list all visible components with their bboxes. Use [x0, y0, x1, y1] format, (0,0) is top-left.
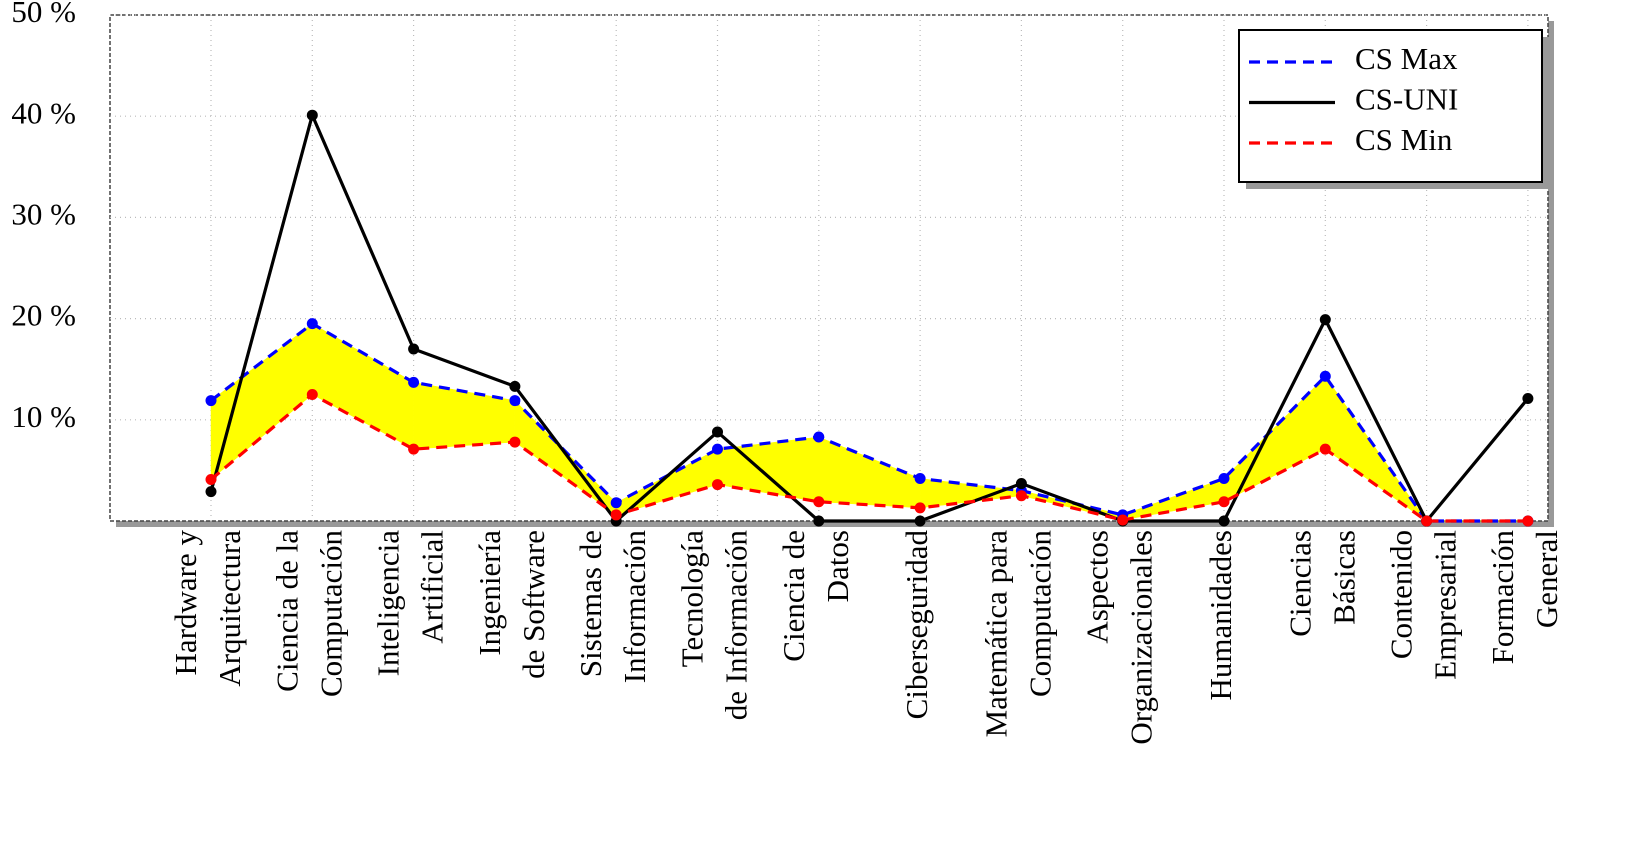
point [712, 443, 723, 455]
point [509, 380, 521, 392]
y-tick-label: 40 % [11, 95, 76, 130]
point [306, 318, 318, 330]
point [813, 431, 825, 443]
x-tick-label: Aspectos Organizacionales [1080, 530, 1159, 745]
x-tick-label: Ciencia de Datos [776, 530, 855, 662]
point [205, 474, 217, 486]
point [1319, 370, 1331, 382]
point [610, 509, 622, 521]
point [1117, 514, 1129, 526]
point [306, 109, 318, 121]
point [408, 376, 420, 388]
x-tick-label: Sistemas de Información [573, 530, 652, 684]
x-tick-label: Ciberseguridad [899, 530, 934, 720]
point [1218, 472, 1230, 484]
point [1218, 496, 1230, 508]
point [610, 497, 622, 509]
legend-label: CS-UNI [1355, 82, 1458, 117]
point [509, 436, 521, 448]
x-tick-label: Ingeniería de Software [472, 530, 551, 679]
x-tick-label: Humanidades [1203, 530, 1238, 700]
point [306, 389, 318, 400]
x-tick-label: Ciencias Básicas [1282, 530, 1361, 637]
x-tick-label: Contenido Empresarial [1384, 530, 1463, 680]
series-line [210, 321, 1528, 523]
y-tick-label: 10 % [11, 399, 76, 434]
point [914, 502, 926, 514]
point [408, 343, 420, 355]
point [1319, 443, 1331, 455]
point [1218, 515, 1230, 527]
x-tick-label: Hardware y Arquitectura [168, 530, 247, 687]
y-tick-label: 50 % [11, 0, 76, 29]
point [1421, 515, 1433, 527]
point [205, 395, 217, 407]
point [1015, 478, 1027, 490]
point [1522, 393, 1534, 405]
x-tick-label: Inteligencia Artificial [371, 530, 450, 677]
x-tick-label: Tecnología de Información [675, 530, 754, 721]
point [509, 395, 521, 407]
x-tick-label: Formación General [1485, 530, 1564, 665]
point [914, 515, 926, 527]
point [813, 515, 825, 527]
point [205, 486, 217, 498]
point [1319, 314, 1331, 326]
legend-label: CS Min [1355, 122, 1453, 157]
series-line [209, 110, 1530, 524]
x-tick-label: Ciencia de la Computación [269, 530, 348, 698]
x-tick-label: Matemática para Computación [979, 530, 1058, 738]
legend-label: CS Max [1355, 41, 1458, 76]
point [712, 426, 723, 438]
legend [1238, 29, 1543, 183]
point [813, 496, 825, 508]
y-tick-label: 30 % [11, 197, 76, 232]
point [1522, 515, 1534, 527]
point [914, 472, 926, 484]
point [712, 479, 723, 491]
y-tick-label: 20 % [11, 298, 76, 333]
point [1015, 490, 1027, 502]
point [408, 443, 420, 455]
